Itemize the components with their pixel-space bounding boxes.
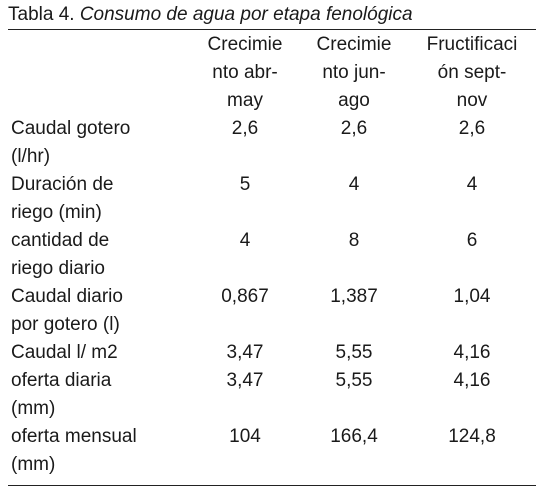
row-label: oferta diaria (mm): [8, 367, 190, 423]
column-header-line: nto jun-: [322, 62, 386, 83]
table-bottom-rule: [8, 485, 536, 486]
table-row: Caudal l/ m2 3,47 5,55 4,16: [8, 339, 536, 367]
table-row: Duración de riego (min) 5 4 4: [8, 171, 536, 227]
column-header-line: nto abr-: [212, 62, 278, 83]
column-header: Fructificaci ón sept- nov: [408, 31, 536, 115]
row-label-line: oferta mensual: [11, 426, 137, 447]
row-label: cantidad de riego diario: [8, 227, 190, 283]
table-cell: 2,6: [458, 118, 486, 139]
column-header-line: nov: [456, 90, 488, 111]
column-header-line: ón sept-: [437, 62, 507, 83]
column-header-line: Crecimie: [207, 34, 283, 55]
table-cell: 3,47: [226, 342, 264, 363]
table-cell: 3,47: [226, 370, 264, 391]
table-cell: 4: [466, 174, 478, 195]
column-header-line: Crecimie: [316, 34, 392, 55]
row-label-line: por gotero (l): [11, 314, 120, 335]
table-cell: 2,6: [231, 118, 259, 139]
table-cell: 4,16: [453, 342, 491, 363]
row-label: oferta mensual (mm): [8, 423, 190, 479]
row-label: Caudal diario por gotero (l): [8, 283, 190, 339]
table-cell: 1,04: [453, 286, 491, 307]
table-row: cantidad de riego diario 4 8 6: [8, 227, 536, 283]
table-top-rule: [8, 29, 536, 30]
row-label-line: cantidad de: [11, 230, 110, 251]
column-header-line: ago: [338, 90, 370, 111]
table-cell: 1,387: [330, 286, 378, 307]
table-cell: 5,55: [335, 370, 373, 391]
table-cell: 166,4: [330, 426, 378, 447]
table-cell: 4: [239, 230, 251, 251]
table-cell: 0,867: [221, 286, 269, 307]
row-label: Duración de riego (min): [8, 171, 190, 227]
water-consumption-table: Crecimie nto abr- may Crecimie nto jun- …: [8, 31, 536, 479]
column-header-line: Fructificaci: [426, 34, 518, 55]
table-cell: 5: [239, 174, 251, 195]
table-cell: 8: [348, 230, 360, 251]
table-cell: 124,8: [448, 426, 496, 447]
table-cell: 4,16: [453, 370, 491, 391]
row-label-line: riego diario: [11, 258, 105, 279]
header-empty-cell: [8, 31, 190, 115]
table-row: oferta mensual (mm) 104 166,4 124,8: [8, 423, 536, 479]
column-header-line: may: [227, 90, 263, 111]
row-label-line: (mm): [11, 398, 56, 419]
table-cell: 2,6: [340, 118, 368, 139]
row-label-line: (l/hr): [11, 146, 51, 167]
row-label-line: (mm): [11, 454, 56, 475]
caption-title: Consumo de agua por etapa fenológica: [79, 4, 413, 25]
table-row: oferta diaria (mm) 3,47 5,55 4,16: [8, 367, 536, 423]
column-header: Crecimie nto jun- ago: [300, 31, 408, 115]
header-row: Crecimie nto abr- may Crecimie nto jun- …: [8, 31, 536, 115]
table-cell: 4: [348, 174, 360, 195]
table-caption: Tabla 4. Consumo de agua por etapa fenol…: [8, 3, 413, 27]
table-row: Caudal gotero (l/hr) 2,6 2,6 2,6: [8, 115, 536, 171]
column-header: Crecimie nto abr- may: [190, 31, 300, 115]
table-row: Caudal diario por gotero (l) 0,867 1,387…: [8, 283, 536, 339]
row-label: Caudal gotero (l/hr): [8, 115, 190, 171]
table-cell: 5,55: [335, 342, 373, 363]
row-label-line: Caudal l/ m2: [11, 342, 118, 363]
row-label-line: oferta diaria: [11, 370, 112, 391]
row-label-line: riego (min): [11, 202, 102, 223]
row-label-line: Caudal gotero: [11, 118, 131, 139]
table-cell: 104: [229, 426, 261, 447]
row-label: Caudal l/ m2: [8, 339, 190, 367]
row-label-line: Caudal diario: [11, 286, 123, 307]
caption-prefix: Tabla 4.: [8, 4, 75, 25]
row-label-line: Duración de: [11, 174, 114, 195]
table-cell: 6: [466, 230, 478, 251]
